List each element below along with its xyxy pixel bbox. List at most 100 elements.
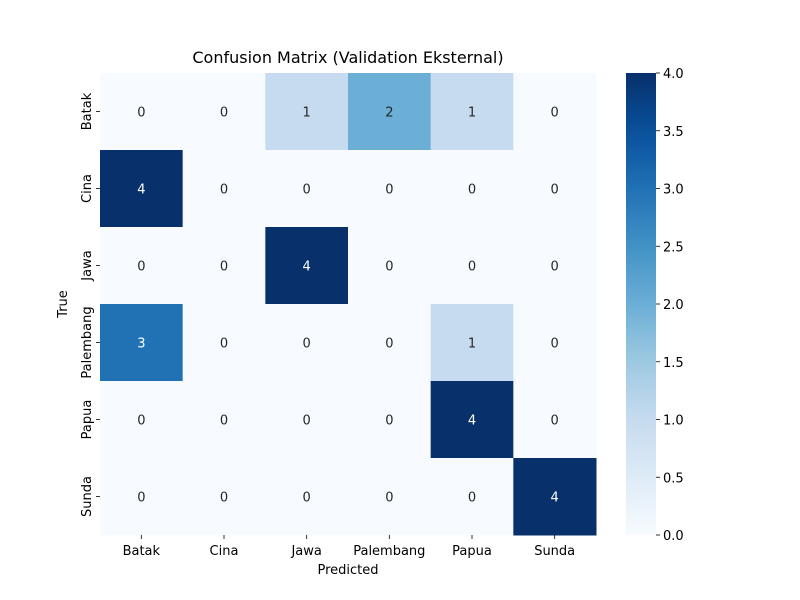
heatmap-cell — [513, 73, 597, 151]
heatmap-cell — [265, 73, 349, 151]
cell-value-label: 1 — [468, 337, 476, 352]
heatmap-cell — [348, 150, 432, 228]
x-tick-label: Cina — [210, 544, 239, 559]
cell-value-label: 0 — [220, 183, 228, 198]
heatmap-cell — [265, 150, 349, 228]
colorbar-tick-label: 2.0 — [663, 298, 684, 313]
heatmap-cell — [348, 227, 432, 305]
cell-value-label: 0 — [551, 183, 559, 198]
cell-value-label: 0 — [468, 491, 476, 506]
chart-title: Confusion Matrix (Validation Eksternal) — [192, 48, 503, 67]
cell-value-label: 4 — [303, 260, 311, 275]
colorbar-tick-label: 3.0 — [663, 183, 684, 198]
heatmap-cell — [430, 150, 514, 228]
cell-value-label: 0 — [220, 414, 228, 429]
heatmap-cell — [513, 227, 597, 305]
cell-value-label: 0 — [137, 414, 145, 429]
cell-value-label: 0 — [137, 106, 145, 121]
heatmap-cell — [430, 381, 514, 459]
cell-value-label: 0 — [385, 414, 393, 429]
cell-value-label: 0 — [385, 260, 393, 275]
colorbar-tick-label: 0.5 — [663, 471, 684, 486]
heatmap-cell — [182, 150, 266, 228]
heatmap-cell — [430, 304, 514, 382]
heatmap-cell — [265, 227, 349, 305]
cell-value-label: 0 — [303, 337, 311, 352]
colorbar — [626, 73, 656, 535]
cell-value-label: 4 — [551, 491, 559, 506]
heatmap-cell — [182, 458, 266, 536]
x-tick-label: Batak — [123, 544, 161, 559]
cell-value-label: 0 — [303, 491, 311, 506]
cell-value-label: 0 — [137, 491, 145, 506]
cell-value-label: 0 — [220, 337, 228, 352]
colorbar-tick-label: 2.5 — [663, 240, 684, 255]
heatmap-cell — [513, 381, 597, 459]
y-tick-label: Palembang — [80, 306, 95, 378]
cell-value-label: 0 — [551, 337, 559, 352]
x-tick-label: Jawa — [290, 544, 321, 559]
colorbar-ticks: 0.0 0.5 1.0 1.5 2.0 2.5 3.0 3.5 4.0 — [656, 67, 684, 544]
y-tick-label: Jawa — [80, 250, 95, 281]
heatmap-cell — [430, 458, 514, 536]
x-tick-label: Sunda — [534, 544, 575, 559]
heatmap-cell — [430, 227, 514, 305]
heatmap-cell — [513, 304, 597, 382]
heatmap-cell — [430, 73, 514, 151]
heatmap-cell — [265, 304, 349, 382]
heatmap-grid: 0 0 1 2 1 0 4 0 0 0 0 0 0 0 4 0 0 0 3 0 0 0 1 0 0 0 0 0 4 0 0 0 0 0 0 4 — [100, 73, 597, 536]
cell-value-label: 1 — [468, 106, 476, 121]
heatmap-cell — [182, 73, 266, 151]
heatmap-cell — [265, 381, 349, 459]
heatmap-cell — [348, 458, 432, 536]
heatmap-cell — [100, 227, 184, 305]
colorbar-tick-label: 3.5 — [663, 125, 684, 140]
x-tick-label: Palembang — [353, 544, 425, 559]
colorbar-tick-label: 1.5 — [663, 356, 684, 371]
cell-value-label: 4 — [137, 183, 145, 198]
cell-value-label: 0 — [468, 183, 476, 198]
heatmap-cell — [348, 381, 432, 459]
heatmap-cell — [182, 381, 266, 459]
colorbar-tick-label: 1.0 — [663, 414, 684, 429]
heatmap-cell — [182, 227, 266, 305]
cell-value-label: 0 — [551, 260, 559, 275]
x-axis-ticks: Batak Cina Jawa Palembang Papua Sunda — [123, 535, 575, 559]
heatmap-cell — [100, 304, 184, 382]
y-axis-ticks: Batak Cina Jawa Palembang Papua Sunda — [80, 92, 100, 517]
y-axis-label: True — [56, 290, 71, 319]
colorbar-tick-label: 4.0 — [663, 67, 684, 82]
cell-value-label: 0 — [137, 260, 145, 275]
heatmap-cell — [182, 304, 266, 382]
heatmap-cell — [100, 381, 184, 459]
heatmap-cell — [100, 458, 184, 536]
cell-value-label: 0 — [551, 106, 559, 121]
heatmap-cell — [348, 73, 432, 151]
cell-value-label: 0 — [551, 414, 559, 429]
y-tick-label: Batak — [80, 92, 95, 130]
cell-value-label: 4 — [468, 414, 476, 429]
heatmap-cell — [513, 458, 597, 536]
heatmap-cell — [100, 73, 184, 151]
y-tick-label: Cina — [80, 174, 95, 203]
cell-value-label: 2 — [385, 106, 393, 121]
cell-value-label: 1 — [303, 106, 311, 121]
y-tick-label: Sunda — [80, 476, 95, 517]
y-tick-label: Papua — [80, 400, 95, 440]
x-axis-label: Predicted — [317, 563, 378, 578]
heatmap-cell — [100, 150, 184, 228]
cell-value-label: 0 — [303, 414, 311, 429]
cell-value-label: 0 — [385, 183, 393, 198]
heatmap-cell — [265, 458, 349, 536]
cell-value-label: 0 — [385, 491, 393, 506]
colorbar-tick-label: 0.0 — [663, 529, 684, 544]
cell-value-label: 0 — [220, 491, 228, 506]
cell-value-label: 0 — [220, 260, 228, 275]
cell-value-label: 3 — [137, 337, 145, 352]
heatmap-cell — [513, 150, 597, 228]
heatmap-cell — [348, 304, 432, 382]
x-tick-label: Papua — [452, 544, 492, 559]
cell-value-label: 0 — [303, 183, 311, 198]
cell-value-label: 0 — [385, 337, 393, 352]
